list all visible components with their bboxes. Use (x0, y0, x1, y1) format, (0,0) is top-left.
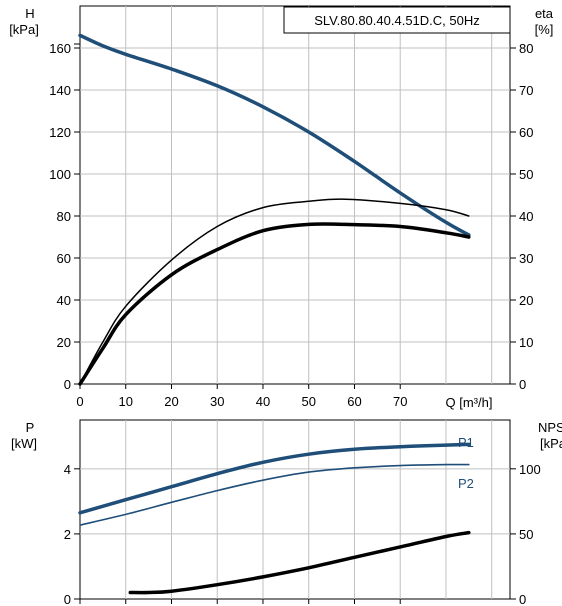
x-tick-label: 20 (164, 394, 178, 409)
legend-p1: P1 (458, 435, 474, 450)
right-tick-label: 40 (519, 209, 533, 224)
left-axis-unit-bottom: [kW] (11, 436, 37, 451)
left-tick-label: 80 (57, 209, 71, 224)
left-tick-label: 160 (49, 41, 71, 56)
bottom-grid (80, 420, 510, 599)
x-tick-label: 10 (119, 394, 133, 409)
series-line-eta-bold (78, 222, 471, 386)
left-tick-label: 0 (64, 592, 71, 606)
x-tick-label: 60 (347, 394, 361, 409)
x-tick-label: 30 (210, 394, 224, 409)
right-axis-unit-top: [%] (535, 22, 554, 37)
series-line-P2 (79, 463, 470, 526)
right-tick-label: 0 (519, 377, 526, 392)
chart-title: SLV.80.80.40.4.51D.C, 50Hz (314, 13, 480, 28)
top-ticks: 0 10 20 30 40 50 60 70 0 20 40 60 80 100 120 140 160 0 10 2… (49, 41, 533, 409)
left-tick-label: 40 (57, 293, 71, 308)
top-grid (80, 6, 510, 384)
right-axis-unit-bottom: [kPa] (540, 436, 562, 451)
bottom-plot-frame (79, 419, 511, 600)
right-tick-label: 50 (519, 167, 533, 182)
left-tick-label: 2 (64, 527, 71, 542)
right-tick-label: 30 (519, 251, 533, 266)
bottom-ticks: 0 2 4 0 50 100 (64, 462, 541, 606)
bottom-series (78, 442, 471, 595)
x-tick-label: 50 (301, 394, 315, 409)
right-tick-label: 50 (519, 527, 533, 542)
right-axis-label-top: eta (535, 6, 554, 21)
series-line-P1 (78, 442, 471, 515)
right-tick-label: 60 (519, 125, 533, 140)
left-tick-label: 4 (64, 462, 71, 477)
x-tick-label: 40 (256, 394, 270, 409)
x-tick-label: 70 (393, 394, 407, 409)
left-tick-label: 100 (49, 167, 71, 182)
legend-p2: P2 (458, 476, 474, 491)
top-series (78, 33, 471, 386)
left-axis-label-bottom: P (26, 420, 35, 435)
left-tick-label: 0 (64, 377, 71, 392)
left-tick-label: 60 (57, 251, 71, 266)
series-line-eta-thin (79, 198, 470, 385)
left-axis-label-top: H (25, 6, 34, 21)
x-tick-label: 0 (76, 394, 83, 409)
right-tick-label: 20 (519, 293, 533, 308)
right-tick-label: 70 (519, 83, 533, 98)
right-tick-label: 100 (519, 462, 541, 477)
series-line-npsh (128, 530, 471, 595)
left-tick-label: 120 (49, 125, 71, 140)
x-axis-label: Q [m³/h] (446, 395, 493, 410)
right-tick-label: 80 (519, 41, 533, 56)
left-tick-label: 140 (49, 83, 71, 98)
right-axis-label-bottom: NPSH (538, 420, 562, 435)
left-tick-label: 20 (57, 335, 71, 350)
right-tick-label: 10 (519, 335, 533, 350)
series-line-head (78, 33, 471, 237)
right-tick-label: 0 (519, 592, 526, 606)
title-box (283, 6, 511, 34)
top-plot-frame (79, 5, 511, 385)
left-axis-unit-top: [kPa] (9, 22, 39, 37)
